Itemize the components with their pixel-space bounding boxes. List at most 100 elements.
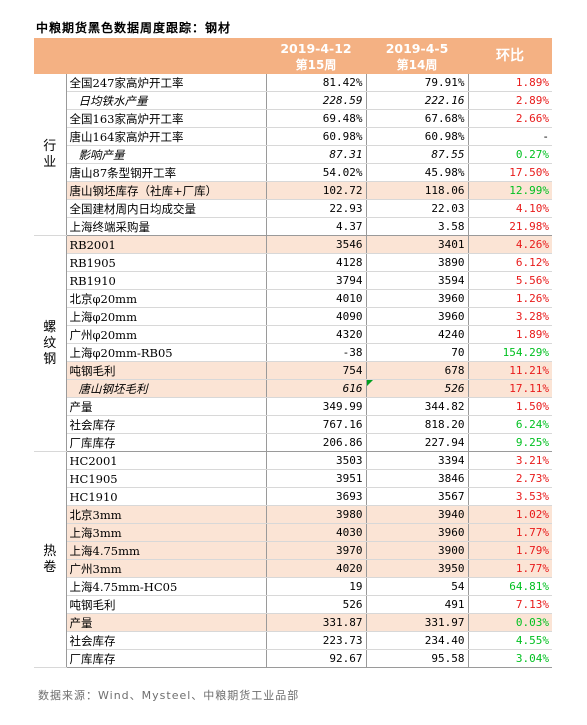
week-over-week-change: 1.77% xyxy=(468,559,552,578)
current-week-value: 4090 xyxy=(266,307,367,326)
table-header-row: 2019-4-12 第15周 2019-4-5 第14周 环比 xyxy=(34,38,552,74)
row-label: 广州φ20mm xyxy=(66,325,267,344)
table-row: 吨钢毛利 754 678 11.21% xyxy=(34,361,552,380)
week-over-week-change: 2.66% xyxy=(468,109,552,128)
current-week-value: 19 xyxy=(266,577,367,596)
row-label: 日均铁水产量 xyxy=(66,91,267,110)
table-row: 全国163家高炉开工率 69.48% 67.68% 2.66% xyxy=(34,109,552,128)
section-label-char: 行 xyxy=(43,138,57,154)
table-row: 广州3mm 4020 3950 1.77% xyxy=(34,559,552,578)
row-label: 上海3mm xyxy=(66,523,267,542)
row-label: 唐山164家高炉开工率 xyxy=(66,127,267,146)
row-label: 上海终端采购量 xyxy=(66,217,267,236)
row-label: 社会库存 xyxy=(66,631,267,650)
header-col-current: 2019-4-12 第15周 xyxy=(266,38,366,74)
table-row: 上海φ20mm 4090 3960 3.28% xyxy=(34,307,552,326)
current-week-value: 4128 xyxy=(266,253,367,272)
header-change-label: 环比 xyxy=(496,48,524,64)
table-row: 北京φ20mm 4010 3960 1.26% xyxy=(34,289,552,308)
week-over-week-change: 0.27% xyxy=(468,145,552,164)
section-label: 螺纹钢 xyxy=(34,235,67,452)
current-week-value: 4020 xyxy=(266,559,367,578)
table-row: 上海4.75mm-HC05 19 54 64.81% xyxy=(34,577,552,596)
table-row: 社会库存 223.73 234.40 4.55% xyxy=(34,631,552,650)
table-row: HC1905 3951 3846 2.73% xyxy=(34,469,552,488)
row-label: 唐山87条型钢开工率 xyxy=(66,163,267,182)
previous-week-value: 234.40 xyxy=(366,631,469,650)
week-over-week-change: 1.89% xyxy=(468,325,552,344)
current-week-value: 228.59 xyxy=(266,91,367,110)
table-row: 影响产量 87.31 87.55 0.27% xyxy=(34,145,552,164)
previous-week-value: 95.58 xyxy=(366,649,469,668)
week-over-week-change: - xyxy=(468,127,552,146)
week-over-week-change: 154.29% xyxy=(468,343,552,362)
header-previous-date: 2019-4-5 xyxy=(385,40,449,56)
current-week-value: 87.31 xyxy=(266,145,367,164)
previous-week-value: 3960 xyxy=(366,289,469,308)
row-label: 产量 xyxy=(66,397,267,416)
week-over-week-change: 4.10% xyxy=(468,199,552,218)
table-row: 吨钢毛利 526 491 7.13% xyxy=(34,595,552,614)
header-current-week: 第15周 xyxy=(295,57,337,72)
week-over-week-change: 0.03% xyxy=(468,613,552,632)
row-label: 上海4.75mm xyxy=(66,541,267,560)
table-row: RB1910 3794 3594 5.56% xyxy=(34,271,552,290)
previous-week-value: 344.82 xyxy=(366,397,469,416)
current-week-value: 102.72 xyxy=(266,181,367,200)
row-label: HC1910 xyxy=(66,487,267,506)
week-over-week-change: 6.24% xyxy=(468,415,552,434)
row-label: 上海4.75mm-HC05 xyxy=(66,577,267,596)
week-over-week-change: 1.02% xyxy=(468,505,552,524)
table-row: RB1905 4128 3890 6.12% xyxy=(34,253,552,272)
table-row: 厂库库存 206.86 227.94 9.25% xyxy=(34,433,552,452)
row-label: 影响产量 xyxy=(66,145,267,164)
week-over-week-change: 7.13% xyxy=(468,595,552,614)
row-label: 唐山钢坯库存（社库+厂库） xyxy=(66,181,267,200)
table-row: 上海φ20mm-RB05 -38 70 154.29% xyxy=(34,343,552,362)
previous-week-value: 222.16 xyxy=(366,91,469,110)
table-row: 热卷 HC2001 3503 3394 3.21% xyxy=(34,451,552,668)
table-row: 产量 331.87 331.97 0.03% xyxy=(34,613,552,632)
table-row: 上海3mm 4030 3960 1.77% xyxy=(34,523,552,542)
week-over-week-change: 1.50% xyxy=(468,397,552,416)
table-row: 螺纹钢 RB2001 3546 3401 4.26% xyxy=(34,235,552,452)
previous-week-value: 526 xyxy=(366,379,469,398)
current-week-value: 4320 xyxy=(266,325,367,344)
row-label: 吨钢毛利 xyxy=(66,361,267,380)
section-label-char: 螺 xyxy=(43,319,57,335)
row-label: 产量 xyxy=(66,613,267,632)
previous-week-value: 67.68% xyxy=(366,109,469,128)
table-row: HC1910 3693 3567 3.53% xyxy=(34,487,552,506)
row-label: 上海φ20mm xyxy=(66,307,267,326)
previous-week-value: 3960 xyxy=(366,523,469,542)
table-row: 厂库库存 92.67 95.58 3.04% xyxy=(34,649,552,668)
header-previous-week: 第14周 xyxy=(396,57,438,72)
week-over-week-change: 2.73% xyxy=(468,469,552,488)
week-over-week-change: 3.21% xyxy=(468,451,552,470)
header-col-change: 环比 xyxy=(468,38,552,74)
previous-week-value: 3846 xyxy=(366,469,469,488)
current-week-value: 60.98% xyxy=(266,127,367,146)
current-week-value: 3794 xyxy=(266,271,367,290)
row-label: 北京φ20mm xyxy=(66,289,267,308)
row-label: HC2001 xyxy=(66,451,267,470)
previous-week-value: 70 xyxy=(366,343,469,362)
previous-week-value: 54 xyxy=(366,577,469,596)
current-week-value: 4.37 xyxy=(266,217,367,236)
week-over-week-change: 3.53% xyxy=(468,487,552,506)
current-week-value: 223.73 xyxy=(266,631,367,650)
previous-week-value: 87.55 xyxy=(366,145,469,164)
previous-week-value: 227.94 xyxy=(366,433,469,452)
section-label-char: 纹 xyxy=(43,335,57,351)
previous-week-value: 45.98% xyxy=(366,163,469,182)
week-over-week-change: 17.50% xyxy=(468,163,552,182)
previous-week-value: 4240 xyxy=(366,325,469,344)
previous-week-value: 3940 xyxy=(366,505,469,524)
row-label: RB1905 xyxy=(66,253,267,272)
previous-week-value: 491 xyxy=(366,595,469,614)
previous-week-value: 3950 xyxy=(366,559,469,578)
week-over-week-change: 4.26% xyxy=(468,235,552,254)
week-over-week-change: 21.98% xyxy=(468,217,552,236)
table-row: 北京3mm 3980 3940 1.02% xyxy=(34,505,552,524)
table-row: 广州φ20mm 4320 4240 1.89% xyxy=(34,325,552,344)
